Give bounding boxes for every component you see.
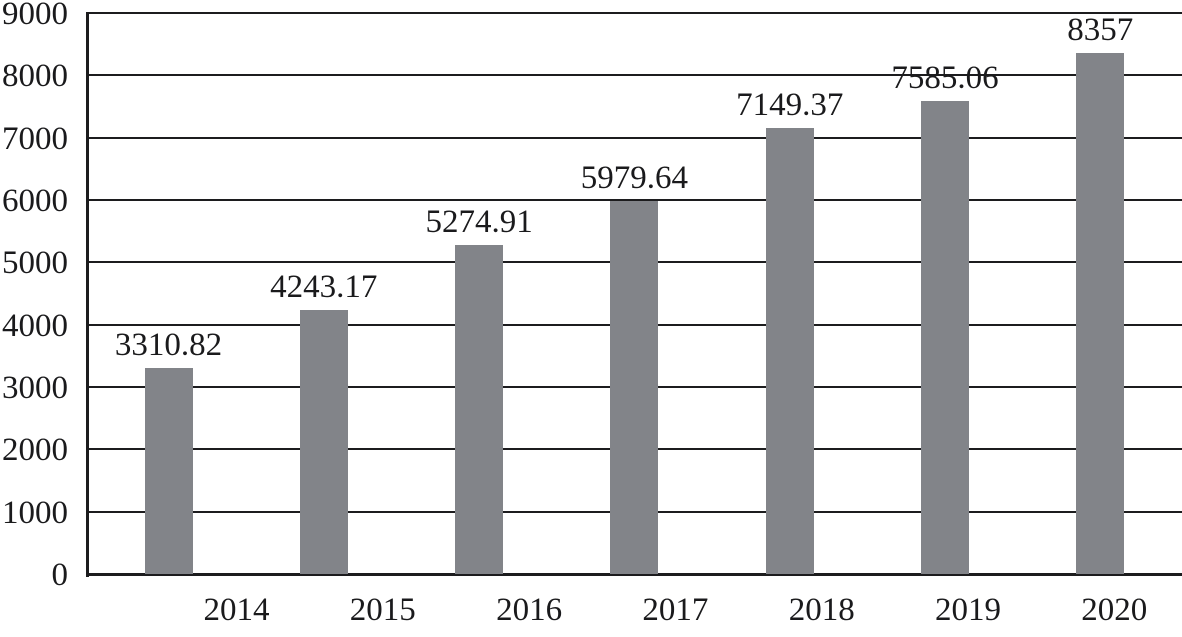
y-axis-tick-label: 9000 [2, 0, 68, 32]
bar-value-label: 7149.37 [736, 87, 844, 124]
x-axis-label-2017: 2017 [642, 592, 709, 628]
bar-2017 [610, 201, 659, 574]
gridline [86, 199, 1182, 201]
x-axis-label-2014: 2014 [203, 592, 270, 628]
gridline [86, 12, 1182, 14]
x-axis-label-2015: 2015 [349, 592, 416, 628]
x-axis-label-2019: 2019 [935, 592, 1001, 628]
bar-2018 [765, 128, 814, 574]
gridline [86, 136, 1182, 139]
bar-value-label: 7585.06 [891, 60, 999, 97]
bar-value-label: 8357 [1067, 12, 1134, 49]
x-axis-label-2018: 2018 [788, 592, 855, 628]
gridline [86, 74, 1182, 77]
bar-value-label: 5979.64 [580, 160, 689, 197]
bar-2015 [299, 309, 348, 574]
x-axis-line [86, 573, 1182, 576]
bar-value-label: 4243.17 [270, 268, 378, 305]
x-axis-label-2020: 2020 [1081, 592, 1148, 628]
y-axis-line [86, 13, 89, 577]
y-axis-tick-label: 2000 [2, 432, 68, 469]
bar-value-label: 5274.91 [425, 204, 533, 241]
y-axis-tick-label: 6000 [2, 183, 68, 219]
bar-value-label: 3310.82 [114, 326, 223, 363]
bar-2016 [455, 245, 504, 574]
bar-2014 [144, 367, 193, 574]
bar-2019 [921, 101, 969, 574]
y-axis-tick-label: 3000 [2, 370, 68, 406]
x-axis-label-2016: 2016 [496, 592, 563, 628]
y-axis-tick-label: 5000 [2, 245, 68, 282]
y-axis-tick-label: 8000 [2, 58, 68, 95]
y-axis-tick-label: 0 [51, 557, 69, 593]
y-axis-tick-label: 4000 [2, 307, 68, 344]
bar-2020 [1076, 53, 1125, 574]
y-axis-tick-label: 7000 [2, 120, 68, 157]
y-axis-tick-label: 1000 [2, 494, 68, 531]
